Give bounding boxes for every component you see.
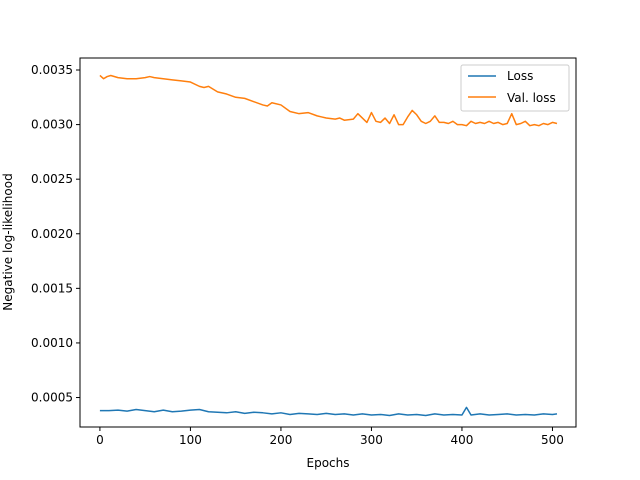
legend-label-loss: Loss [507, 69, 533, 83]
y-axis-label: Negative log-likelihood [1, 173, 15, 310]
x-tick-label: 200 [269, 433, 292, 447]
series-line-loss [99, 406, 558, 417]
y-axis-ticks: 0.0005 0.0010 0.0015 0.0020 0.0025 0.0030 0.00… [31, 63, 80, 405]
plot-frame [79, 57, 577, 428]
x-tick-label: 0 [96, 433, 104, 447]
series-layer [99, 74, 558, 417]
plot-area [79, 57, 577, 428]
x-tick-label: 400 [451, 433, 474, 447]
x-tick-label: 500 [541, 433, 564, 447]
y-tick-label: 0.0020 [31, 227, 73, 241]
x-tick-label: 300 [360, 433, 383, 447]
x-axis-label: Epochs [307, 456, 350, 470]
x-axis-ticks: 0 100 200 300 400 500 [96, 427, 564, 447]
legend-label-val-loss: Val. loss [507, 91, 556, 105]
series-line-val-loss [99, 74, 558, 127]
legend: Loss Val. loss [460, 64, 570, 112]
y-tick-label: 0.0015 [31, 281, 73, 295]
y-tick-label: 0.0005 [31, 391, 73, 405]
y-tick-label: 0.0010 [31, 336, 73, 350]
y-tick-label: 0.0025 [31, 172, 73, 186]
y-tick-label: 0.0030 [31, 118, 73, 132]
x-tick-label: 100 [179, 433, 202, 447]
y-tick-label: 0.0035 [31, 63, 73, 77]
